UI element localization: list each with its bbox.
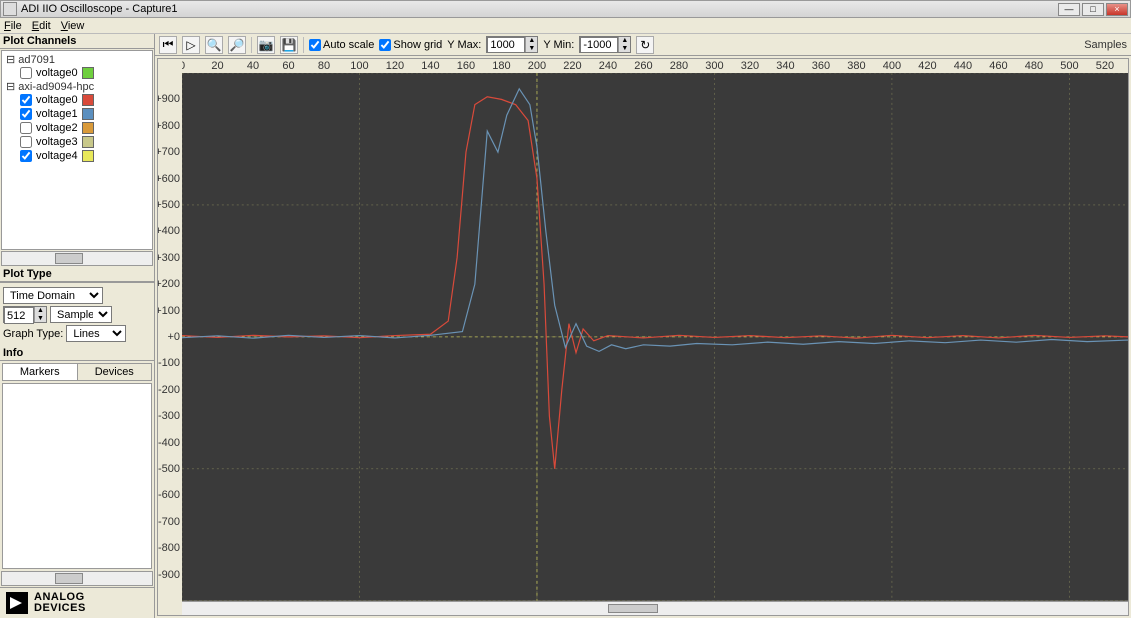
spin-down[interactable]: ▼ xyxy=(34,315,46,323)
plot-type-title: Plot Type xyxy=(0,267,154,282)
channel-item[interactable]: voltage0 xyxy=(6,93,150,107)
play-button[interactable]: ▷ xyxy=(182,36,200,54)
auto-scale-checkbox[interactable] xyxy=(309,39,321,51)
window-title: ADI IIO Oscilloscope - Capture1 xyxy=(21,3,1058,15)
plot-scrollbar[interactable] xyxy=(182,601,1128,615)
color-swatch xyxy=(82,136,94,148)
plot-canvas[interactable] xyxy=(182,73,1128,601)
channel-label: voltage4 xyxy=(36,150,78,162)
close-button[interactable]: × xyxy=(1106,3,1128,16)
refresh-icon[interactable]: ↻ xyxy=(636,36,654,54)
minimize-button[interactable]: — xyxy=(1058,3,1080,16)
maximize-button[interactable]: □ xyxy=(1082,3,1104,16)
info-scrollbar[interactable] xyxy=(1,571,153,586)
tree-group[interactable]: ⊟ ad7091 xyxy=(6,53,150,66)
tab-devices[interactable]: Devices xyxy=(78,364,152,380)
channel-checkbox[interactable] xyxy=(20,136,32,148)
channel-checkbox[interactable] xyxy=(20,108,32,120)
show-grid-checkbox[interactable] xyxy=(379,39,391,51)
channel-item[interactable]: voltage2 xyxy=(6,121,150,135)
color-swatch xyxy=(82,94,94,106)
color-swatch xyxy=(82,67,94,79)
auto-scale-toggle[interactable]: Auto scale xyxy=(309,39,374,51)
info-title: Info xyxy=(0,346,154,361)
screenshot-icon[interactable]: 📷 xyxy=(257,36,275,54)
graph-type-select[interactable]: Lines xyxy=(66,325,126,342)
channel-tree[interactable]: ⊟ ad7091voltage0⊟ axi-ad9094-hpcvoltage0… xyxy=(1,50,153,250)
channel-label: voltage0 xyxy=(36,94,78,106)
zoom-out-icon[interactable]: 🔎 xyxy=(228,36,246,54)
app-icon xyxy=(3,2,17,16)
channel-item[interactable]: voltage1 xyxy=(6,107,150,121)
channel-label: voltage0 xyxy=(36,67,78,79)
channel-label: voltage2 xyxy=(36,122,78,134)
tree-scrollbar[interactable] xyxy=(1,251,153,266)
logo-mark xyxy=(6,592,28,614)
channel-checkbox[interactable] xyxy=(20,122,32,134)
color-swatch xyxy=(82,108,94,120)
ymax-spinner[interactable]: ▲▼ xyxy=(486,36,538,53)
left-panel: Plot Channels ⊟ ad7091voltage0⊟ axi-ad90… xyxy=(0,34,155,618)
info-tabs: Markers Devices xyxy=(2,363,152,381)
y-axis: -900-800-700-600-500-400-300-200-100+0+1… xyxy=(158,73,182,601)
color-swatch xyxy=(82,150,94,162)
plot-area[interactable]: 0204060801001201401601802002202402602803… xyxy=(157,58,1129,616)
ymax-input[interactable] xyxy=(487,37,525,53)
samples-input[interactable] xyxy=(4,307,34,324)
graph-type-label: Graph Type: xyxy=(3,328,63,340)
menu-file[interactable]: File xyxy=(4,20,22,32)
channel-item[interactable]: voltage3 xyxy=(6,135,150,149)
samples-unit-select[interactable]: Samples xyxy=(50,306,112,323)
spin-up[interactable]: ▲ xyxy=(34,307,46,315)
color-swatch xyxy=(82,122,94,134)
menubar: File Edit View xyxy=(0,18,1131,34)
channel-checkbox[interactable] xyxy=(20,150,32,162)
channel-checkbox[interactable] xyxy=(20,67,32,79)
ymax-label: Y Max: xyxy=(447,39,481,51)
plot-channels-title: Plot Channels xyxy=(0,34,154,49)
toolbar: ⏮ ▷ 🔍 🔎 📷 💾 Auto scale Show grid Y Max: … xyxy=(155,34,1131,56)
channel-item[interactable]: voltage0 xyxy=(6,66,150,80)
ymin-label: Y Min: xyxy=(543,39,574,51)
ymin-input[interactable] xyxy=(580,37,618,53)
logo-text: ANALOGDEVICES xyxy=(34,592,86,614)
show-grid-toggle[interactable]: Show grid xyxy=(379,39,442,51)
ymin-spinner[interactable]: ▲▼ xyxy=(579,36,631,53)
channel-checkbox[interactable] xyxy=(20,94,32,106)
menu-view[interactable]: View xyxy=(61,20,85,32)
info-body xyxy=(2,383,152,569)
channel-label: voltage3 xyxy=(36,136,78,148)
logo: ANALOGDEVICES xyxy=(0,587,154,618)
menu-edit[interactable]: Edit xyxy=(32,20,51,32)
x-axis: 0204060801001201401601802002202402602803… xyxy=(182,59,1128,73)
save-icon[interactable]: 💾 xyxy=(280,36,298,54)
tree-group[interactable]: ⊟ axi-ad9094-hpc xyxy=(6,80,150,93)
zoom-in-icon[interactable]: 🔍 xyxy=(205,36,223,54)
domain-select[interactable]: Time Domain xyxy=(3,287,103,304)
titlebar: ADI IIO Oscilloscope - Capture1 — □ × xyxy=(0,0,1131,18)
channel-item[interactable]: voltage4 xyxy=(6,149,150,163)
samples-label: Samples xyxy=(1084,39,1127,51)
right-panel: ⏮ ▷ 🔍 🔎 📷 💾 Auto scale Show grid Y Max: … xyxy=(155,34,1131,618)
channel-label: voltage1 xyxy=(36,108,78,120)
tab-markers[interactable]: Markers xyxy=(3,364,78,380)
samples-spinner[interactable]: ▲▼ xyxy=(3,306,47,323)
prev-button[interactable]: ⏮ xyxy=(159,36,177,54)
